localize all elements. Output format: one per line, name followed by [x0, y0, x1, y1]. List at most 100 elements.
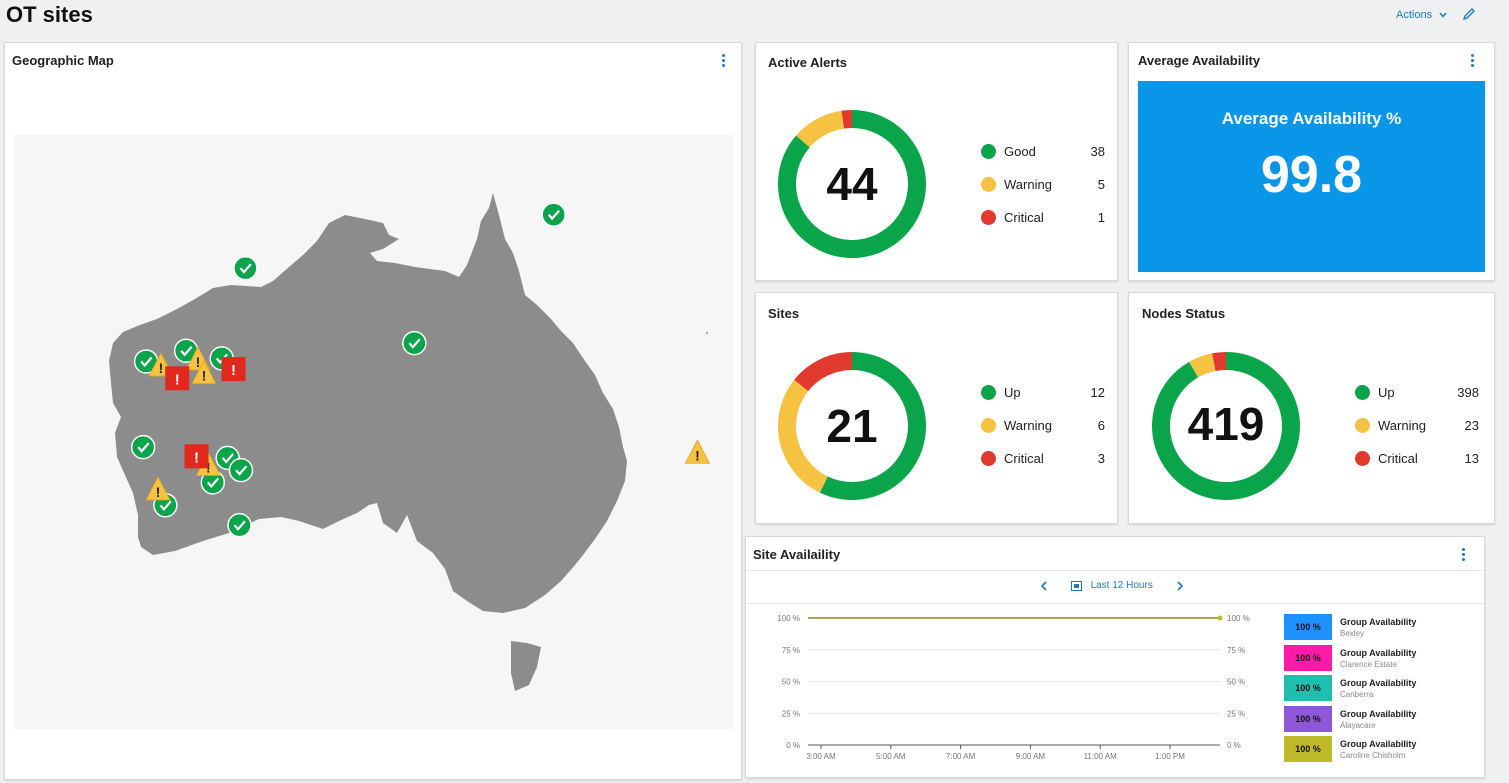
availability-tile: Average Availability % 99.8 — [1138, 81, 1485, 272]
panel-header-divider — [746, 570, 1484, 571]
status-dot — [981, 451, 996, 466]
series-sublabel: Clarence Estate — [1340, 659, 1397, 669]
calendar-icon[interactable] — [1070, 580, 1082, 591]
legend-value: 23 — [1464, 418, 1479, 433]
exclamation-glyph: ! — [231, 362, 236, 379]
time-range-nav: Last 12 Hours — [1040, 580, 1184, 591]
panel-title: Active Alerts — [768, 55, 847, 70]
toolbar-divider — [746, 603, 1484, 604]
legend-item-good[interactable]: Good 38 — [981, 144, 1105, 177]
site-marker-warning[interactable]: ! — [684, 439, 711, 464]
site-marker-critical[interactable]: ! — [165, 366, 190, 391]
page-title: OT sites — [6, 2, 93, 27]
check-mark — [235, 465, 248, 476]
donut-segment-critical[interactable] — [841, 110, 852, 129]
legend-value: 6 — [1097, 418, 1105, 433]
warning-icon — [145, 476, 171, 501]
legend-label: Critical — [1004, 210, 1044, 225]
y-tick-label: 25 % — [782, 709, 800, 718]
more-options-icon[interactable] — [1462, 548, 1466, 562]
exclamation-glyph: ! — [175, 371, 180, 388]
exclamation-glyph: ! — [695, 447, 700, 463]
critical-icon — [184, 444, 209, 469]
alerts-total: 44 — [826, 158, 878, 210]
series-sublabel: Caroline Chisholm — [1340, 751, 1406, 760]
legend-label: Up — [1004, 385, 1021, 400]
donut-segment-warning[interactable] — [1189, 353, 1216, 378]
site-marker-critical[interactable]: ! — [184, 444, 209, 469]
site-marker-good[interactable] — [541, 202, 566, 227]
sites-total: 21 — [826, 400, 878, 452]
status-dot — [981, 177, 996, 192]
more-options-icon[interactable] — [1471, 54, 1475, 68]
donut-segment-critical[interactable] — [1212, 352, 1226, 371]
legend-item-warning[interactable]: Warning 23 — [1355, 418, 1479, 451]
time-range-label[interactable]: Last 12 Hours — [1090, 580, 1153, 592]
site-marker-good[interactable] — [228, 457, 254, 483]
chevron-right-icon[interactable] — [1176, 580, 1184, 591]
mainland-shape — [109, 193, 627, 613]
site-marker-warning[interactable]: ! — [191, 359, 217, 385]
x-tick-label: 9:00 AM — [1016, 752, 1046, 761]
x-tick-label: 7:00 AM — [946, 752, 976, 761]
map-point — [706, 332, 708, 334]
legend-label: Critical — [1004, 451, 1044, 466]
more-options-icon[interactable] — [722, 54, 726, 68]
status-dot — [981, 418, 996, 433]
sites-donut — [778, 352, 926, 500]
check-icon — [130, 434, 156, 460]
site-marker-warning[interactable]: ! — [145, 476, 171, 501]
chevron-left-icon[interactable] — [1040, 580, 1048, 591]
geographic-map-panel: Geographic Map !!!!!!!!! — [4, 42, 742, 780]
legend-label: Up — [1378, 385, 1395, 400]
check-mark — [180, 346, 193, 357]
site-marker-good[interactable] — [227, 512, 252, 538]
legend-item-up[interactable]: Up 398 — [1355, 385, 1479, 418]
site-marker-good[interactable] — [130, 434, 156, 460]
exclamation-glyph: ! — [202, 368, 207, 384]
critical-icon — [165, 366, 190, 391]
site-marker-good[interactable] — [200, 470, 226, 495]
warning-icon — [191, 359, 217, 385]
donut-segment-up[interactable] — [819, 352, 926, 500]
status-dot — [981, 210, 996, 225]
site-marker-critical[interactable]: ! — [221, 357, 246, 382]
legend-item-critical[interactable]: Critical 13 — [1355, 451, 1479, 484]
legend-item-critical[interactable]: Critical 1 — [981, 210, 1105, 243]
check-mark — [215, 353, 229, 365]
check-mark — [547, 209, 560, 221]
value-badge: 100 % — [1284, 705, 1332, 732]
check-mark — [233, 520, 246, 531]
panel-title: Sites — [768, 306, 800, 321]
series-name: Group Availability — [1340, 617, 1417, 627]
panel-title: Average Availability — [1138, 53, 1261, 68]
legend-item-warning[interactable]: Warning 6 — [981, 418, 1105, 451]
status-dot — [981, 385, 996, 400]
pencil-icon[interactable] — [1462, 7, 1476, 21]
x-tick-label: 5:00 AM — [876, 752, 906, 761]
check-mark — [221, 453, 234, 464]
check-icon — [228, 457, 254, 483]
site-marker-good[interactable] — [233, 255, 258, 281]
average-availability-panel: Average Availability Average Availabilit… — [1128, 42, 1495, 281]
legend-item-up[interactable]: Up 12 — [981, 385, 1105, 418]
check-mark — [140, 356, 153, 368]
exclamation-glyph: ! — [196, 354, 201, 370]
donut-segment-warning[interactable] — [778, 379, 828, 493]
actions-menu-button[interactable]: Actions — [1396, 9, 1447, 21]
exclamation-glyph: ! — [159, 360, 164, 376]
legend-item-critical[interactable]: Critical 3 — [981, 451, 1105, 484]
donut-segment-critical[interactable] — [794, 352, 852, 392]
legend-label: Warning — [1004, 177, 1052, 192]
australia-map: !!!!!!!!! — [109, 193, 711, 691]
legend-label: Good — [1004, 144, 1036, 159]
legend-item-warning[interactable]: Warning 5 — [981, 177, 1105, 210]
value-badge: 100 % — [1284, 614, 1332, 640]
site-marker-good[interactable] — [402, 330, 427, 356]
legend-label: Critical — [1378, 451, 1418, 466]
series-name: Group Availability — [1340, 708, 1417, 719]
donut-segment-warning[interactable] — [796, 110, 845, 148]
sites-legend: Up 12 Warning 6 Critical 3 — [981, 385, 1105, 484]
check-mark — [239, 263, 252, 274]
y-tick-label-right: 0 % — [1227, 741, 1241, 750]
